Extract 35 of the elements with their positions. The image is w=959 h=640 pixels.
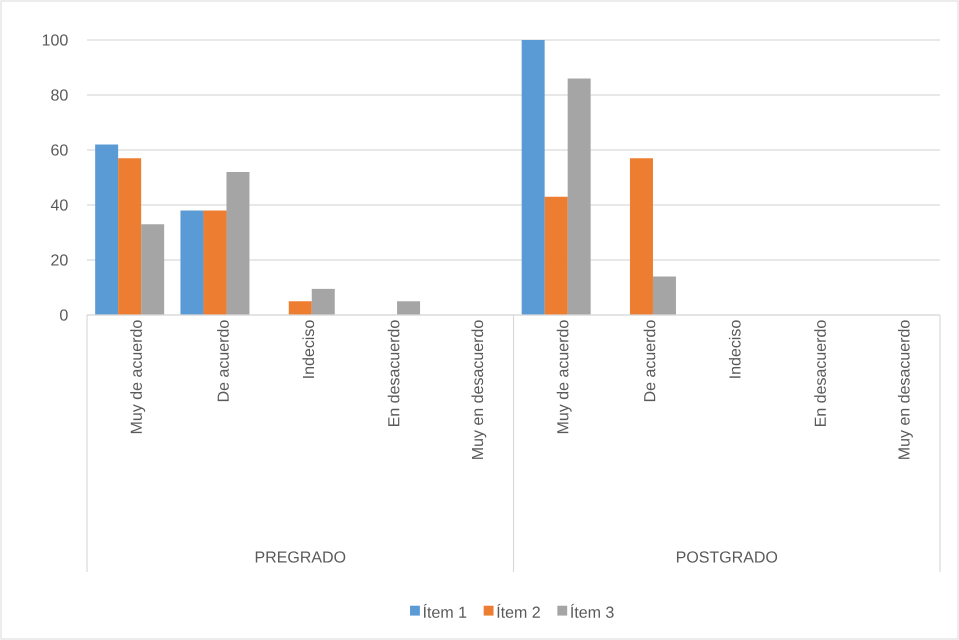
- bar: [568, 78, 591, 316]
- text: PREGRADO: [256, 551, 346, 563]
- x-tick-label: En desacuerdo: [388, 320, 400, 426]
- bar: [544, 196, 568, 316]
- bar: [288, 301, 312, 316]
- x-tick-label: Indeciso: [728, 320, 741, 378]
- legend-label: Ítem 2: [497, 604, 540, 618]
- bar: [226, 172, 250, 316]
- y-tick-label: 0: [60, 309, 68, 321]
- legend-label: Ítem 3: [570, 604, 614, 618]
- bar: [141, 224, 164, 316]
- y-tick-label: 60: [51, 144, 68, 156]
- bar: [180, 210, 204, 316]
- x-tick-label: Muy de acuerdo: [130, 320, 146, 434]
- bar: [95, 144, 118, 316]
- x-tick-label: Muy en desacuerdo: [898, 320, 913, 459]
- bar: [203, 210, 226, 316]
- y-tick-label: 20: [51, 254, 68, 266]
- bar: [522, 40, 545, 316]
- text: POSTGRADO: [676, 551, 778, 563]
- bar: [652, 276, 676, 316]
- x-tick-label: Indeciso: [302, 320, 314, 378]
- x-tick-label: Muy de acuerdo: [556, 320, 572, 434]
- y-tick-label: 100: [42, 34, 68, 46]
- bar: [312, 288, 335, 316]
- bar: [397, 301, 420, 316]
- x-tick-label: Muy en desacuerdo: [471, 320, 486, 459]
- bar: [118, 158, 142, 316]
- bar: [630, 158, 653, 316]
- y-tick-label: 40: [50, 199, 68, 211]
- x-tick-label: De acuerdo: [217, 320, 229, 402]
- x-tick-label: De acuerdo: [644, 320, 656, 402]
- x-tick-label: En desacuerdo: [814, 320, 826, 426]
- legend-label: Ítem 1: [424, 604, 466, 618]
- y-tick-label: 80: [51, 89, 68, 101]
